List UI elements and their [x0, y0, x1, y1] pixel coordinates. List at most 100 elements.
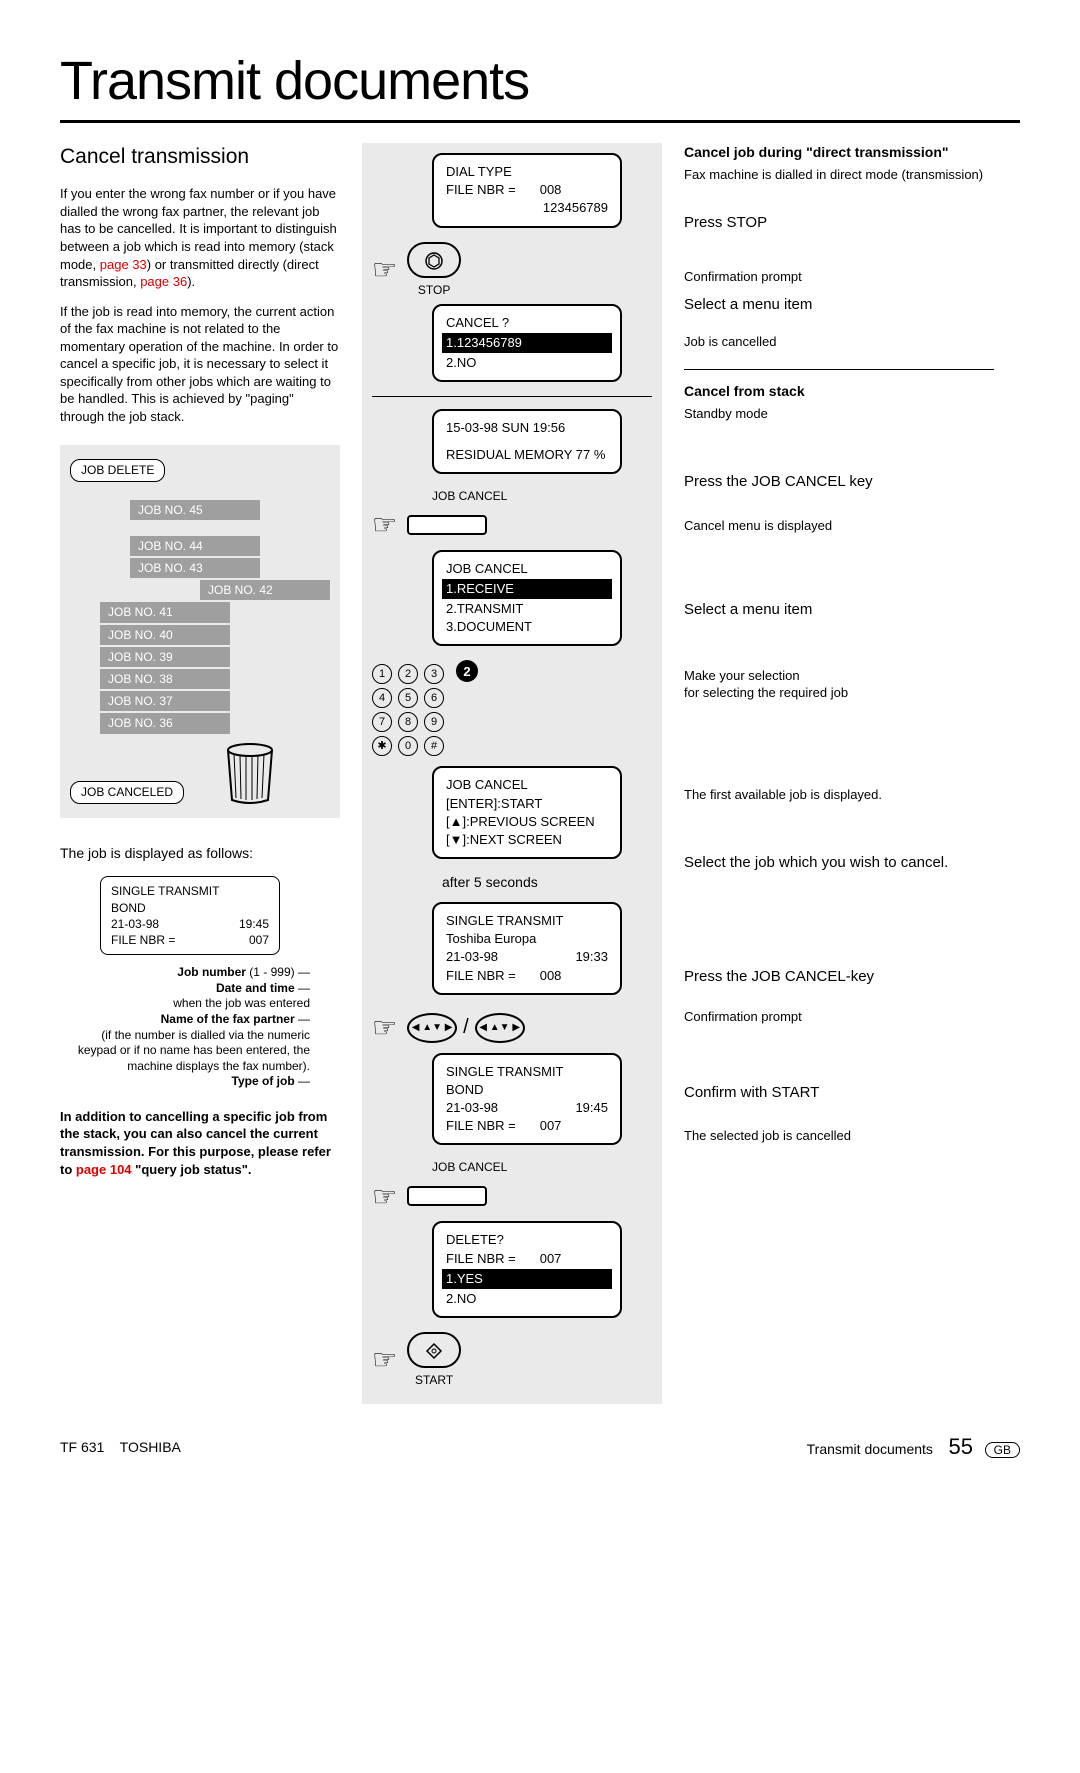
- text-make-selection: Make your selection: [684, 667, 994, 685]
- lcd-line: SINGLE TRANSMIT: [446, 1063, 608, 1081]
- key-4[interactable]: 4: [372, 688, 392, 708]
- anno-label: Name of the fax partner: [161, 1012, 295, 1026]
- lcd-line: DIAL TYPE: [446, 163, 608, 181]
- key-8[interactable]: 8: [398, 712, 418, 732]
- key-3[interactable]: 3: [424, 664, 444, 684]
- key-2[interactable]: 2: [398, 664, 418, 684]
- key-1[interactable]: 1: [372, 664, 392, 684]
- start-button[interactable]: [407, 1332, 461, 1368]
- job-cancel-key[interactable]: [407, 1186, 487, 1206]
- slash: /: [463, 1014, 469, 1041]
- lcd-line: 008: [540, 967, 562, 985]
- lcd-job-cancel-menu: JOB CANCEL 1.RECEIVE 2.TRANSMIT 3.DOCUME…: [432, 550, 622, 647]
- lcd-line: 3.DOCUMENT: [446, 618, 608, 636]
- stack-row-selected: JOB NO. 42: [200, 580, 330, 600]
- text-standby: Standby mode: [684, 405, 994, 423]
- anno-sub: (if the number is dialled via the numeri…: [78, 1028, 310, 1073]
- anno-label: Job number: [177, 965, 246, 979]
- lcd-line: JOB CANCEL: [446, 560, 608, 578]
- page-ref-33: page 33: [100, 257, 147, 272]
- lcd-time: 19:45: [575, 1099, 608, 1117]
- lcd-date: 21-03-98: [446, 1099, 498, 1117]
- key-7[interactable]: 7: [372, 712, 392, 732]
- lcd-line: [▲]:PREVIOUS SCREEN: [446, 813, 608, 831]
- trash-icon: [222, 742, 278, 804]
- lcd-line: FILE NBR =: [446, 967, 516, 985]
- annotation-type: Type of job —: [60, 1074, 310, 1090]
- key-0[interactable]: 0: [398, 736, 418, 756]
- addendum-b: "query job status".: [132, 1162, 252, 1177]
- section-divider: [684, 369, 994, 370]
- display-line: BOND: [111, 900, 269, 916]
- stop-button[interactable]: [407, 242, 461, 278]
- after-5-seconds: after 5 seconds: [442, 873, 652, 892]
- lcd-line: Toshiba Europa: [446, 930, 608, 948]
- anno-range: (1 - 999): [246, 965, 295, 979]
- page-ref-104: page 104: [76, 1162, 132, 1177]
- footer-brand: TOSHIBA: [120, 1439, 181, 1455]
- lcd-line: 008: [540, 181, 562, 199]
- start-label: START: [407, 1372, 461, 1388]
- section-divider: [372, 396, 652, 397]
- heading-stack: Cancel from stack: [684, 382, 994, 401]
- job-cancel-key[interactable]: [407, 515, 487, 535]
- lcd-line-selected: 1.123456789: [442, 333, 612, 353]
- stack-row: JOB NO. 36: [100, 713, 230, 733]
- lcd-line: [ENTER]:START: [446, 795, 608, 813]
- job-delete-label: JOB DELETE: [70, 459, 165, 481]
- anno-label: Date and time: [216, 981, 295, 995]
- key-label: JOB CANCEL: [432, 488, 652, 504]
- lcd-delete-prompt: DELETE? FILE NBR =007 1.YES 2.NO: [432, 1221, 622, 1318]
- display-line: SINGLE TRANSMIT: [111, 883, 269, 899]
- stack-row: JOB NO. 45: [130, 500, 260, 520]
- lcd-single-transmit-1: SINGLE TRANSMIT Toshiba Europa 21-03-981…: [432, 902, 622, 995]
- step-press-jobcancel: Press the JOB CANCEL key: [684, 472, 994, 492]
- lcd-line: 123456789: [446, 199, 608, 217]
- intro-para-2: If the job is read into memory, the curr…: [60, 303, 340, 426]
- stop-label: STOP: [407, 282, 461, 298]
- nav-key-left[interactable]: ◀ ▲▼ ▶: [407, 1013, 457, 1043]
- key-6[interactable]: 6: [424, 688, 444, 708]
- key-9[interactable]: 9: [424, 712, 444, 732]
- display-intro: The job is displayed as follows:: [60, 844, 340, 863]
- lcd-job-cancel-nav: JOB CANCEL [ENTER]:START [▲]:PREVIOUS SC…: [432, 766, 622, 859]
- step-confirm-start: Confirm with START: [684, 1083, 994, 1103]
- page-ref-36: page 36: [140, 274, 187, 289]
- intro-text-c: ).: [187, 274, 195, 289]
- footer-section: Transmit documents: [807, 1441, 933, 1457]
- job-display-example: SINGLE TRANSMIT BOND 21-03-98 19:45 FILE…: [100, 876, 280, 955]
- text-cancel-menu: Cancel menu is displayed: [684, 517, 994, 535]
- page-title: Transmit documents: [60, 50, 1020, 112]
- lcd-single-transmit-2: SINGLE TRANSMIT BOND 21-03-98 19:45 FILE …: [432, 1053, 622, 1146]
- nav-key-right[interactable]: ◀ ▲▼ ▶: [475, 1013, 525, 1043]
- lcd-line: BOND: [446, 1081, 608, 1099]
- numeric-keypad[interactable]: 123 456 789 ✱ 0 #: [372, 664, 446, 756]
- text-confirmation: Confirmation prompt: [684, 268, 994, 286]
- column-right: Cancel job during "direct transmission" …: [684, 143, 994, 1404]
- annotation-partner: Name of the fax partner — (if the number…: [60, 1012, 310, 1074]
- lcd-line: 007: [540, 1250, 562, 1268]
- display-file-nbr: 007: [249, 932, 269, 948]
- key-label: JOB CANCEL: [432, 1159, 652, 1175]
- footer-page-number: 55: [949, 1434, 973, 1459]
- text-confirmation-2: Confirmation prompt: [684, 1008, 994, 1026]
- stack-row: JOB NO. 44: [130, 536, 260, 556]
- step-select-menu-2: Select a menu item: [684, 600, 994, 620]
- key-5[interactable]: 5: [398, 688, 418, 708]
- step-press-stop: Press STOP: [684, 213, 994, 233]
- key-star[interactable]: ✱: [372, 736, 392, 756]
- title-rule: [60, 120, 1020, 123]
- key-hash[interactable]: #: [424, 736, 444, 756]
- annotation-jobnum: Job number (1 - 999) —: [60, 965, 310, 981]
- stack-row: JOB NO. 43: [130, 558, 260, 578]
- lcd-line: FILE NBR =: [446, 181, 516, 199]
- hand-icon: ☞: [372, 251, 397, 289]
- lcd-time: 19:33: [575, 948, 608, 966]
- stack-row: JOB NO. 38: [100, 669, 230, 689]
- display-file-label: FILE NBR =: [111, 932, 175, 948]
- stack-row: JOB NO. 37: [100, 691, 230, 711]
- lcd-line: FILE NBR =: [446, 1117, 516, 1135]
- step-press-jobcancel-2: Press the JOB CANCEL-key: [684, 967, 994, 987]
- lcd-cancel-prompt: CANCEL ? 1.123456789 2.NO: [432, 304, 622, 383]
- footer-lang-badge: GB: [985, 1442, 1020, 1458]
